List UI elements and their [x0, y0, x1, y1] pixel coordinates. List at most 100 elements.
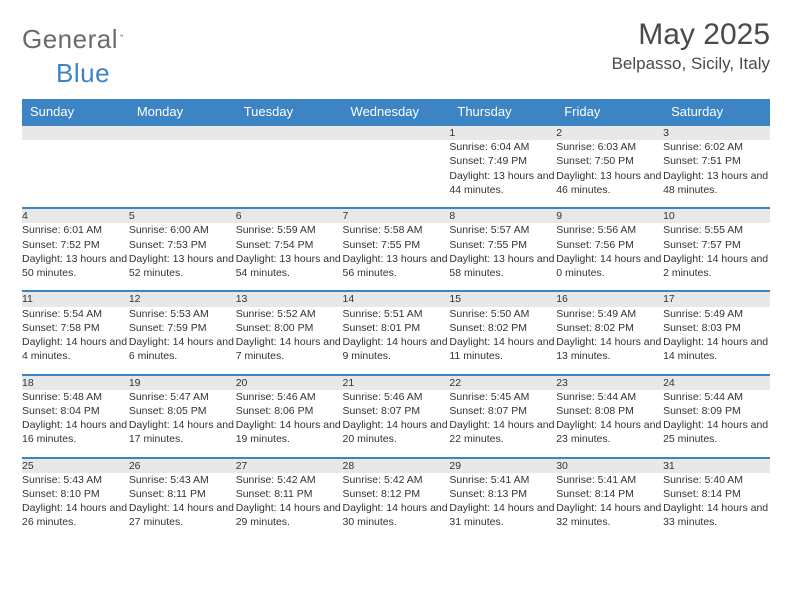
day-content-cell: Sunrise: 5:57 AMSunset: 7:55 PMDaylight:…	[449, 223, 556, 291]
sunrise-text: Sunrise: 5:45 AM	[449, 390, 556, 404]
day-number-cell: 25	[22, 458, 129, 473]
day-content-cell: Sunrise: 5:48 AMSunset: 8:04 PMDaylight:…	[22, 390, 129, 458]
sunrise-text: Sunrise: 5:49 AM	[556, 307, 663, 321]
day-number-cell: 10	[663, 208, 770, 223]
sunset-text: Sunset: 7:59 PM	[129, 321, 236, 335]
sunrise-text: Sunrise: 5:52 AM	[236, 307, 343, 321]
day-number-cell: 1	[449, 125, 556, 140]
sunrise-text: Sunrise: 5:59 AM	[236, 223, 343, 237]
day-content-cell: Sunrise: 5:41 AMSunset: 8:13 PMDaylight:…	[449, 473, 556, 541]
sunset-text: Sunset: 8:05 PM	[129, 404, 236, 418]
sunset-text: Sunset: 7:57 PM	[663, 238, 770, 252]
daylight-text: Daylight: 14 hours and 13 minutes.	[556, 335, 663, 363]
daylight-text: Daylight: 13 hours and 52 minutes.	[129, 252, 236, 280]
day-number-cell: 12	[129, 291, 236, 306]
sunset-text: Sunset: 7:51 PM	[663, 154, 770, 168]
sunset-text: Sunset: 7:50 PM	[556, 154, 663, 168]
daylight-text: Daylight: 14 hours and 33 minutes.	[663, 501, 770, 529]
day-content-cell: Sunrise: 5:43 AMSunset: 8:10 PMDaylight:…	[22, 473, 129, 541]
daylight-text: Daylight: 13 hours and 58 minutes.	[449, 252, 556, 280]
sunrise-text: Sunrise: 5:53 AM	[129, 307, 236, 321]
day-content-cell: Sunrise: 5:45 AMSunset: 8:07 PMDaylight:…	[449, 390, 556, 458]
sunrise-text: Sunrise: 5:57 AM	[449, 223, 556, 237]
day-content-cell: Sunrise: 6:03 AMSunset: 7:50 PMDaylight:…	[556, 140, 663, 208]
sunrise-text: Sunrise: 5:43 AM	[129, 473, 236, 487]
day-number-row: 11121314151617	[22, 291, 770, 306]
sunset-text: Sunset: 8:04 PM	[22, 404, 129, 418]
sunset-text: Sunset: 7:49 PM	[449, 154, 556, 168]
sunset-text: Sunset: 7:54 PM	[236, 238, 343, 252]
day-content-row: Sunrise: 6:04 AMSunset: 7:49 PMDaylight:…	[22, 140, 770, 208]
daylight-text: Daylight: 14 hours and 11 minutes.	[449, 335, 556, 363]
day-content-cell: Sunrise: 5:53 AMSunset: 7:59 PMDaylight:…	[129, 307, 236, 375]
day-number-row: 123	[22, 125, 770, 140]
sunset-text: Sunset: 8:08 PM	[556, 404, 663, 418]
day-content-cell: Sunrise: 5:43 AMSunset: 8:11 PMDaylight:…	[129, 473, 236, 541]
day-number-cell	[236, 125, 343, 140]
day-number-cell: 26	[129, 458, 236, 473]
calendar-table: Sunday Monday Tuesday Wednesday Thursday…	[22, 99, 770, 541]
day-number-cell: 3	[663, 125, 770, 140]
daylight-text: Daylight: 14 hours and 16 minutes.	[22, 418, 129, 446]
weekday-header-row: Sunday Monday Tuesday Wednesday Thursday…	[22, 99, 770, 125]
sunset-text: Sunset: 8:03 PM	[663, 321, 770, 335]
sunrise-text: Sunrise: 6:04 AM	[449, 140, 556, 154]
day-number-cell: 19	[129, 375, 236, 390]
day-content-cell: Sunrise: 5:44 AMSunset: 8:09 PMDaylight:…	[663, 390, 770, 458]
sunrise-text: Sunrise: 5:48 AM	[22, 390, 129, 404]
daylight-text: Daylight: 14 hours and 31 minutes.	[449, 501, 556, 529]
day-number-cell: 4	[22, 208, 129, 223]
sunrise-text: Sunrise: 5:46 AM	[236, 390, 343, 404]
day-content-cell: Sunrise: 5:41 AMSunset: 8:14 PMDaylight:…	[556, 473, 663, 541]
day-number-cell: 31	[663, 458, 770, 473]
day-number-cell: 8	[449, 208, 556, 223]
daylight-text: Daylight: 14 hours and 22 minutes.	[449, 418, 556, 446]
brand-logo: General	[22, 24, 142, 55]
day-number-cell: 14	[343, 291, 450, 306]
day-number-cell: 5	[129, 208, 236, 223]
sunset-text: Sunset: 7:52 PM	[22, 238, 129, 252]
sunset-text: Sunset: 8:11 PM	[236, 487, 343, 501]
sunset-text: Sunset: 8:07 PM	[449, 404, 556, 418]
sunset-text: Sunset: 8:09 PM	[663, 404, 770, 418]
sail-icon	[120, 26, 123, 44]
day-content-cell: Sunrise: 5:56 AMSunset: 7:56 PMDaylight:…	[556, 223, 663, 291]
day-number-cell: 27	[236, 458, 343, 473]
day-content-cell: Sunrise: 5:52 AMSunset: 8:00 PMDaylight:…	[236, 307, 343, 375]
day-content-cell	[22, 140, 129, 208]
day-content-cell: Sunrise: 5:54 AMSunset: 7:58 PMDaylight:…	[22, 307, 129, 375]
daylight-text: Daylight: 14 hours and 27 minutes.	[129, 501, 236, 529]
day-number-row: 18192021222324	[22, 375, 770, 390]
sunrise-text: Sunrise: 5:42 AM	[236, 473, 343, 487]
day-content-cell	[129, 140, 236, 208]
day-number-cell: 2	[556, 125, 663, 140]
weekday-header: Sunday	[22, 99, 129, 125]
sunrise-text: Sunrise: 5:54 AM	[22, 307, 129, 321]
daylight-text: Daylight: 13 hours and 46 minutes.	[556, 169, 663, 197]
sunset-text: Sunset: 8:13 PM	[449, 487, 556, 501]
sunrise-text: Sunrise: 5:56 AM	[556, 223, 663, 237]
sunrise-text: Sunrise: 5:44 AM	[556, 390, 663, 404]
daylight-text: Daylight: 14 hours and 6 minutes.	[129, 335, 236, 363]
sunrise-text: Sunrise: 6:01 AM	[22, 223, 129, 237]
sunrise-text: Sunrise: 5:58 AM	[343, 223, 450, 237]
sunrise-text: Sunrise: 5:42 AM	[343, 473, 450, 487]
location-text: Belpasso, Sicily, Italy	[612, 54, 770, 74]
day-number-cell: 20	[236, 375, 343, 390]
day-content-cell: Sunrise: 5:46 AMSunset: 8:06 PMDaylight:…	[236, 390, 343, 458]
sunrise-text: Sunrise: 5:41 AM	[449, 473, 556, 487]
sunset-text: Sunset: 7:55 PM	[343, 238, 450, 252]
sunrise-text: Sunrise: 5:47 AM	[129, 390, 236, 404]
day-content-cell: Sunrise: 5:58 AMSunset: 7:55 PMDaylight:…	[343, 223, 450, 291]
sunrise-text: Sunrise: 5:51 AM	[343, 307, 450, 321]
day-content-cell: Sunrise: 5:59 AMSunset: 7:54 PMDaylight:…	[236, 223, 343, 291]
sunset-text: Sunset: 8:10 PM	[22, 487, 129, 501]
sunset-text: Sunset: 7:58 PM	[22, 321, 129, 335]
daylight-text: Daylight: 14 hours and 32 minutes.	[556, 501, 663, 529]
sunrise-text: Sunrise: 5:55 AM	[663, 223, 770, 237]
sunset-text: Sunset: 8:00 PM	[236, 321, 343, 335]
day-content-cell: Sunrise: 6:02 AMSunset: 7:51 PMDaylight:…	[663, 140, 770, 208]
day-number-cell: 18	[22, 375, 129, 390]
day-content-cell: Sunrise: 5:49 AMSunset: 8:03 PMDaylight:…	[663, 307, 770, 375]
daylight-text: Daylight: 14 hours and 30 minutes.	[343, 501, 450, 529]
